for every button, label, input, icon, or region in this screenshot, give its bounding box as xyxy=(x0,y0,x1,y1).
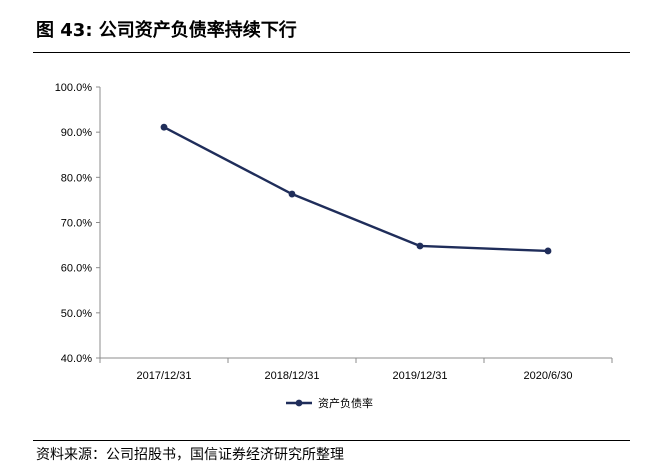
series-layer xyxy=(160,123,552,255)
data-point xyxy=(416,242,424,250)
x-tick-label: 2018/12/31 xyxy=(264,370,319,382)
source-divider xyxy=(33,440,630,441)
data-point xyxy=(288,190,296,198)
y-tick-label: 100.0% xyxy=(55,82,93,94)
legend-label: 资产负债率 xyxy=(318,396,373,410)
y-axis: 40.0% 50.0% 60.0% 70.0% 80.0% 90.0% 100.0% xyxy=(55,82,101,365)
source-note: 资料来源：公司招股书，国信证券经济研究所整理 xyxy=(36,447,344,463)
legend-swatch-marker xyxy=(295,399,303,407)
x-tick-label: 2017/12/31 xyxy=(136,370,191,382)
legend: 资产负债率 xyxy=(286,396,373,410)
y-tick-label: 50.0% xyxy=(61,308,92,320)
line-chart: 40.0% 50.0% 60.0% 70.0% 80.0% 90.0% 100.0% 201… xyxy=(55,82,613,410)
x-tick-label: 2019/12/31 xyxy=(392,370,447,382)
series-line xyxy=(163,126,549,253)
y-tick-label: 90.0% xyxy=(61,127,92,139)
data-point xyxy=(544,247,552,255)
x-tick-label: 2020/6/30 xyxy=(524,370,573,382)
y-tick-label: 70.0% xyxy=(61,218,92,230)
x-axis: 2017/12/31 2018/12/31 2019/12/31 2020/6/30 xyxy=(99,357,613,382)
y-tick-label: 80.0% xyxy=(61,172,92,184)
figure-title: 图 43: 公司资产负债率持续下行 xyxy=(36,20,297,41)
y-tick-label: 40.0% xyxy=(61,353,92,365)
title-divider xyxy=(33,52,630,53)
y-tick-label: 60.0% xyxy=(61,263,92,275)
data-point xyxy=(160,123,168,131)
